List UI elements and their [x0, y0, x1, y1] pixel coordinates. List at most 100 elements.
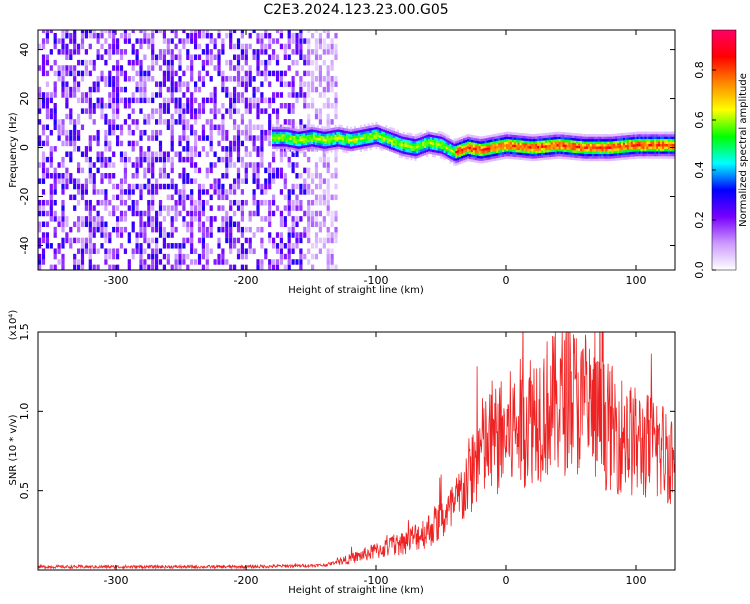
heatmap-cell-3118	[498, 147, 501, 151]
heatmap-cell-1092	[201, 108, 205, 114]
heatmap-cell-3438	[554, 144, 557, 147]
heatmap-cell-3982	[650, 131, 653, 135]
heatmap-cell-3289	[527, 133, 530, 137]
heatmap-cell-281	[80, 183, 85, 190]
heatmap-cell-2836	[447, 147, 450, 151]
heatmap-cell-2990	[474, 140, 477, 144]
heatmap-cell-982	[186, 108, 190, 114]
heatmap-cell-3123	[498, 135, 501, 139]
heatmap-cell-2078	[297, 131, 300, 135]
heatmap-cell-3375	[543, 137, 546, 141]
heatmap-cell-2210	[324, 141, 327, 144]
heatmap-cell-1670	[295, 232, 299, 238]
heatmap-cell-60	[45, 140, 49, 147]
heatmap-cell-1845	[322, 178, 326, 184]
heatmap-cell-1882	[326, 113, 330, 120]
heatmap-cell-2504	[383, 146, 386, 150]
heatmap-cell-4044	[662, 141, 665, 145]
heatmap-cell-1907	[330, 102, 334, 109]
heatmap-cell-2373	[355, 130, 359, 134]
heatmap-cell-4069	[665, 134, 669, 137]
heatmap-cell-2859	[451, 142, 454, 146]
heatmap-cell-222	[73, 253, 77, 260]
heatmap-cell-2142	[311, 134, 314, 137]
heatmap-cell-1533	[272, 151, 276, 157]
heatmap-cell-975	[186, 156, 190, 163]
heatmap-cell-2194	[320, 128, 323, 132]
heatmap-cell-3347	[539, 153, 542, 156]
heatmap-cell-2771	[435, 150, 438, 153]
heatmap-cell-830	[162, 30, 166, 34]
heatmap-cell-1018	[190, 70, 194, 77]
heatmap-cell-3678	[597, 151, 600, 154]
heatmap-cell-2652	[410, 133, 413, 136]
heatmap-cell-790	[158, 146, 163, 152]
heatmap-cell-474	[112, 226, 116, 233]
heatmap-cell-515	[116, 97, 120, 104]
heatmap-cell-599	[131, 162, 135, 168]
heatmap-cell-3000	[476, 143, 479, 146]
heatmap-cell-3230	[517, 142, 520, 146]
heatmap-cell-764	[155, 183, 159, 190]
heatmap-cell-1062	[197, 167, 202, 174]
heatmap-cell-1407	[252, 146, 256, 152]
heatmap-cell-453	[108, 162, 112, 168]
heatmap-cell-828	[162, 38, 166, 44]
heatmap-cell-1640	[291, 248, 295, 254]
heatmap-cell-518	[116, 81, 120, 87]
heatmap-cell-1648	[291, 189, 295, 195]
heatmap-cell-1327	[240, 226, 244, 233]
y-tick-label-0: 0.5	[18, 482, 31, 500]
heatmap-cell-2939	[467, 156, 470, 159]
heatmap-cell-1844	[322, 189, 326, 195]
heatmap-cell-209	[69, 119, 73, 125]
heatmap-cell-1510	[268, 124, 272, 131]
heatmap-cell-163	[61, 86, 65, 93]
heatmap-cell-648	[139, 183, 143, 190]
heatmap-cell-574	[127, 205, 131, 211]
heatmap-cell-2661	[412, 136, 415, 139]
heatmap-cell-3628	[587, 138, 591, 142]
heatmap-cell-3740	[607, 134, 610, 137]
heatmap-cell-3508	[566, 134, 569, 138]
heatmap-cell-337	[88, 135, 92, 141]
heatmap-cell-3745	[609, 148, 612, 152]
heatmap-cell-3891	[634, 139, 637, 142]
heatmap-cell-490	[112, 86, 116, 93]
heatmap-cell-1116	[205, 119, 209, 125]
heatmap-cell-2774	[435, 142, 438, 146]
heatmap-cell-1013	[190, 108, 194, 114]
heatmap-cell-1353	[244, 237, 248, 244]
heatmap-cell-1652	[291, 151, 295, 157]
heatmap-cell-2320	[346, 143, 349, 146]
heatmap-cell-1227	[225, 162, 229, 168]
heatmap-cell-473	[112, 248, 116, 254]
heatmap-cell-1940	[334, 49, 338, 55]
heatmap-cell-2489	[379, 135, 382, 138]
heatmap-cell-159	[61, 129, 65, 136]
heatmap-cell-2294	[340, 129, 343, 133]
heatmap-cell-2424	[365, 126, 368, 129]
heatmap-cell-3713	[603, 146, 606, 149]
heatmap-cell-1074	[197, 30, 202, 34]
heatmap-cell-1335	[240, 156, 244, 163]
heatmap-cell-1266	[229, 32, 233, 39]
heatmap-cell-806	[162, 243, 166, 249]
heatmap-cell-3153	[504, 141, 507, 145]
heatmap-cell-508	[116, 183, 120, 190]
heatmap-cell-2010	[283, 126, 286, 130]
heatmap-cell-2578	[396, 134, 399, 138]
heatmap-cell-2328	[348, 148, 351, 152]
heatmap-cell-2891	[457, 142, 460, 146]
heatmap-cell-152	[61, 189, 65, 195]
heatmap-cell-2239	[330, 147, 333, 151]
heatmap-cell-3594	[582, 141, 585, 144]
heatmap-cell-2428	[367, 138, 370, 141]
heatmap-cell-3480	[562, 149, 565, 152]
heatmap-cell-1352	[244, 248, 248, 254]
heatmap-cell-2637	[408, 142, 411, 146]
heatmap-cell-3866	[630, 146, 633, 150]
heatmap-cell-2776	[435, 138, 438, 141]
heatmap-cell-1983	[279, 146, 282, 149]
heatmap-cell-2524	[387, 145, 390, 149]
